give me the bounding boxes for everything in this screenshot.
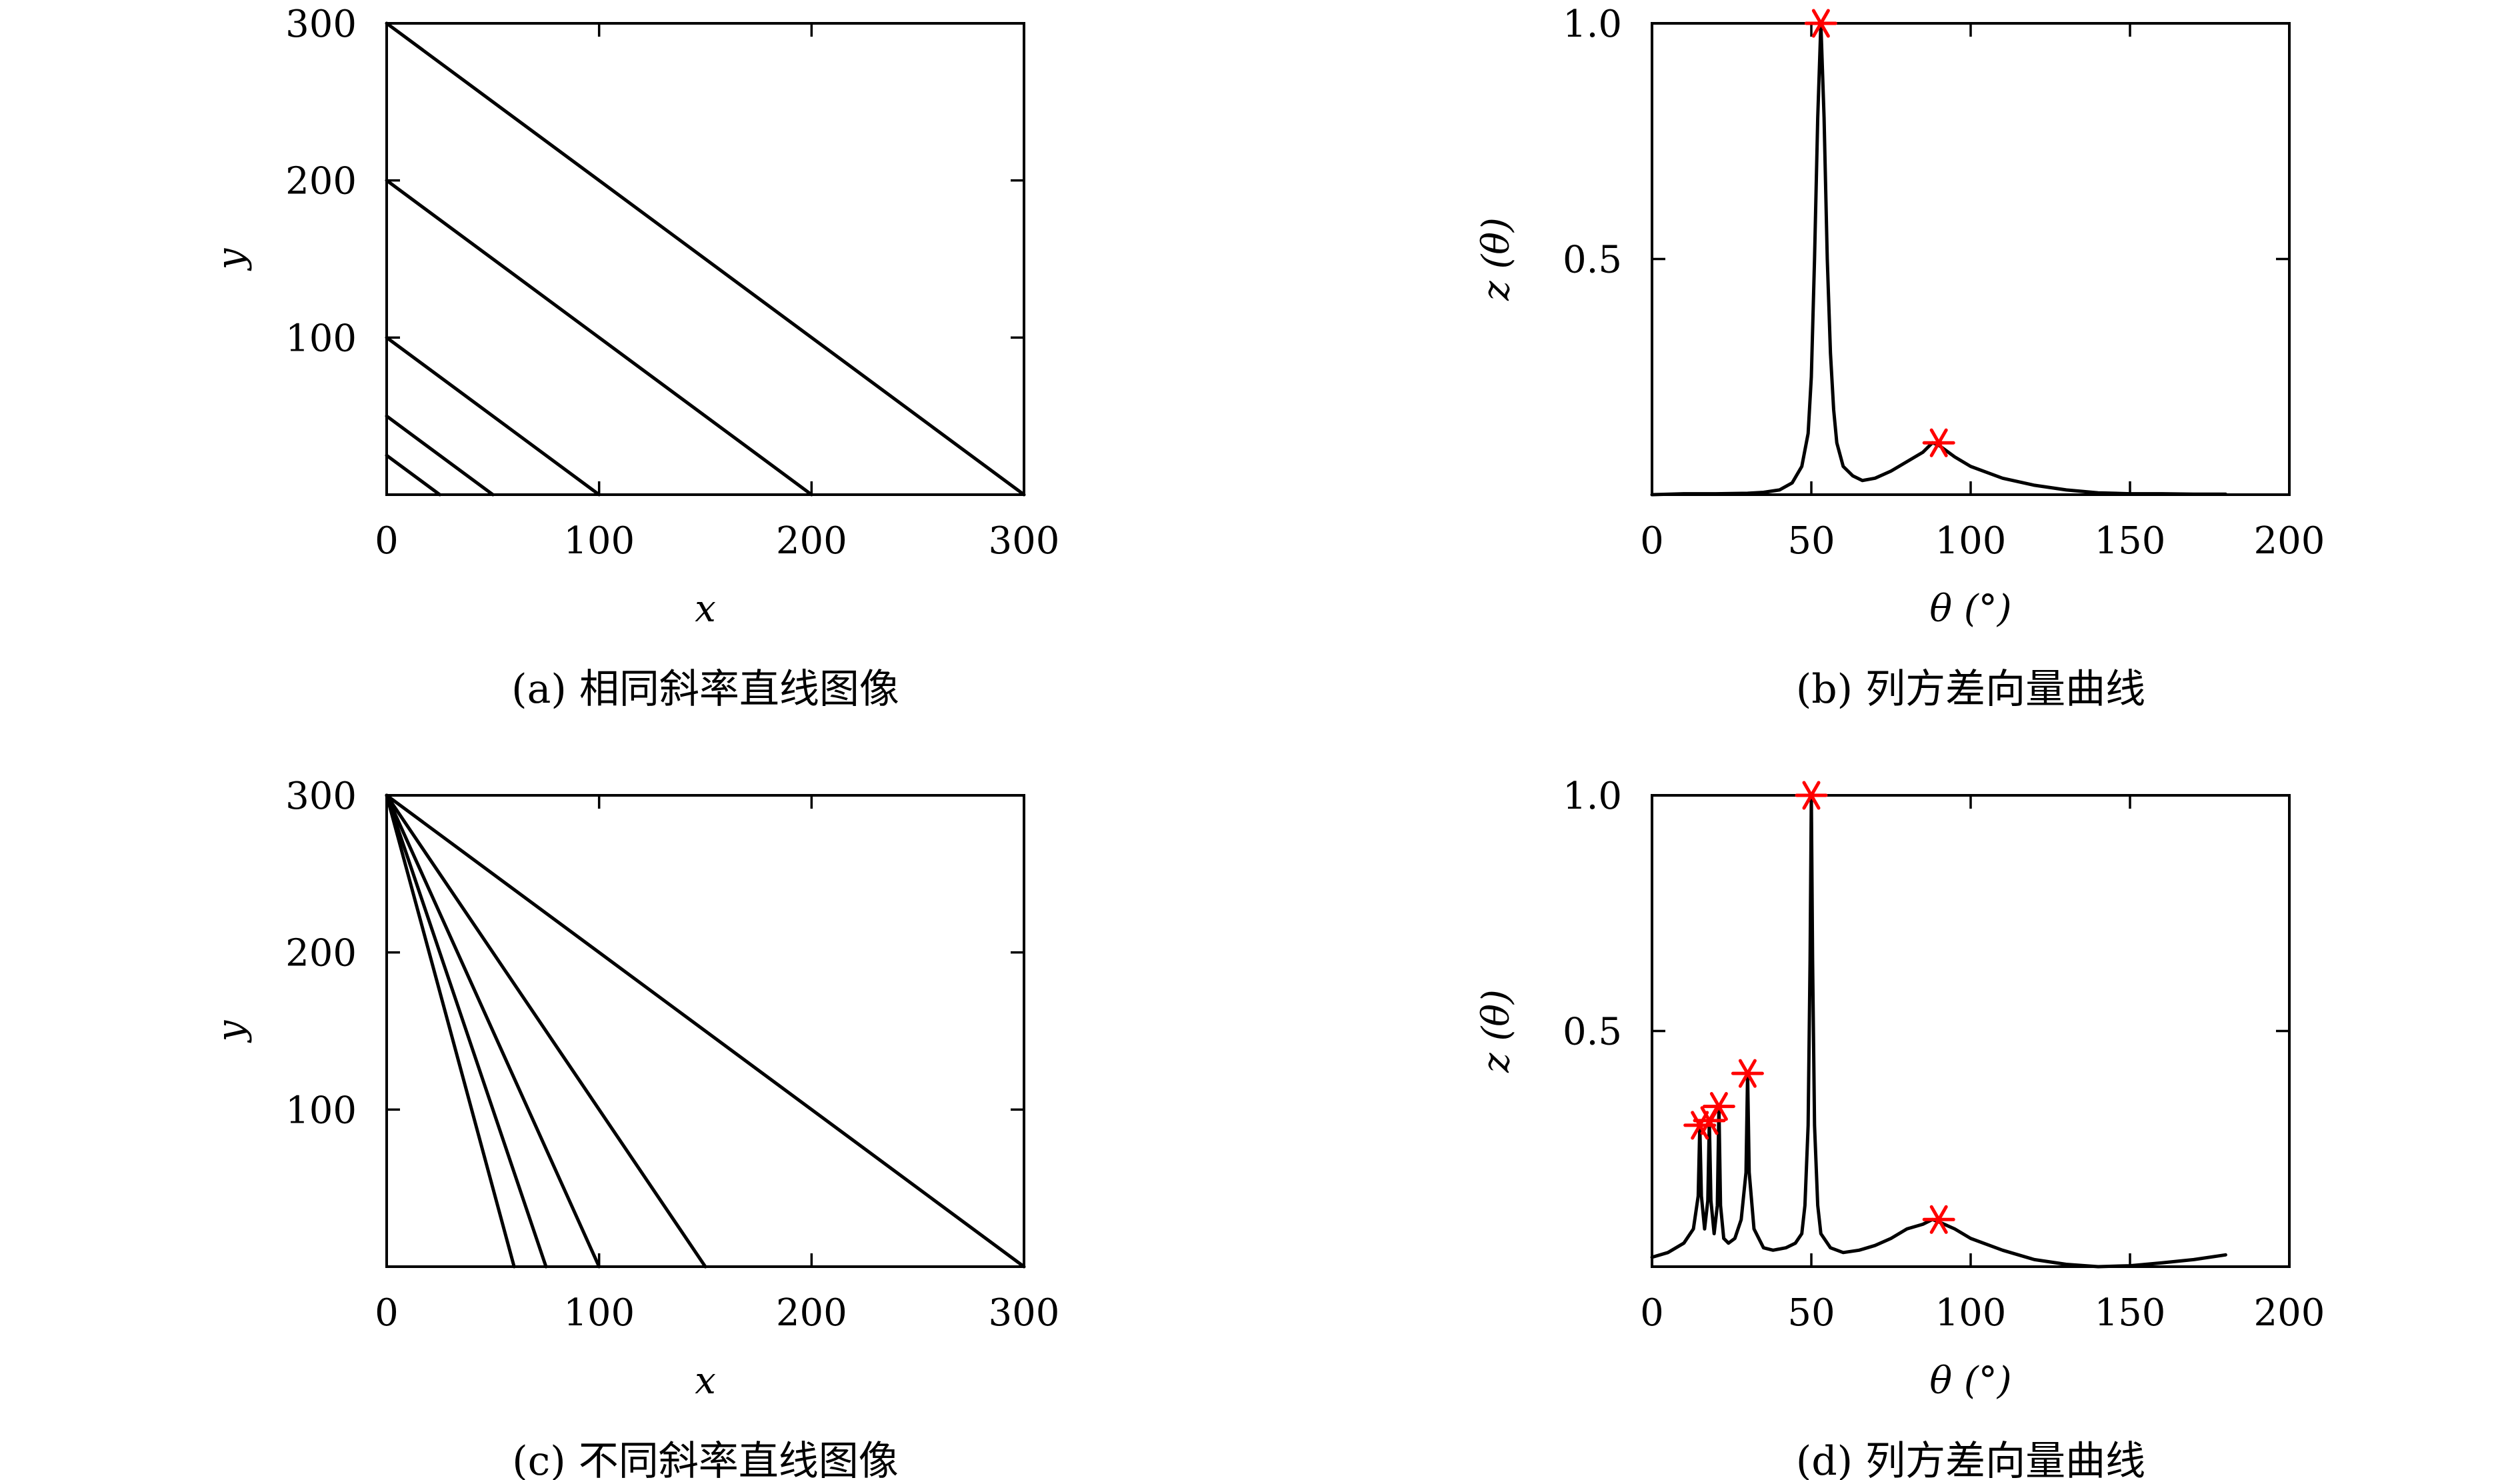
y-tick-label: 0.5 [1563,239,1622,282]
line-segment [385,21,1026,497]
peak-marker [1804,9,1837,38]
x-tick-label: 100 [1935,1291,2007,1335]
x-tick-label: 100 [1935,519,2007,563]
x-tick-label: 0 [1640,519,1664,563]
x-tick-label: 300 [989,519,1060,563]
y-tick-label: 300 [285,3,357,46]
line-segment [385,414,495,497]
panel-caption: (a) 相同斜率直线图像 [511,666,899,713]
x-tick-label: 0 [375,1291,399,1335]
y-axis-label: y [209,1019,253,1043]
panel-caption: (b) 列方差向量曲线 [1796,666,2145,713]
series-curve [1650,21,2227,497]
x-tick-label: 0 [1640,1291,1664,1335]
y-axis-label: z (θ) [1475,217,1518,301]
x-axis-label: θ (°) [1929,587,2011,631]
x-tick-label: 50 [1787,1291,1835,1335]
x-tick-label: 200 [2254,1291,2325,1335]
peak-marker [1683,1111,1717,1140]
peak-marker [1731,1059,1764,1088]
x-tick-label: 300 [989,1291,1060,1335]
x-axis-label: x [695,587,716,631]
x-tick-label: 0 [375,519,399,563]
y-tick-label: 1.0 [1563,775,1622,818]
plot-frame [1651,794,2291,1268]
panel-d: 0 50 100 150 200 0.5 1.0 θ (°) z (θ) (d) 列方差向量曲线 [1475,775,2325,1480]
line-segment [385,793,516,1269]
line-segment [385,453,442,497]
panel-c: 0 100 200 300 100 200 300 x y (c) 不同斜率直线图像 [209,775,1059,1480]
peak-marker [1922,1205,1955,1234]
x-tick-label: 100 [563,519,635,563]
line-segment [385,793,548,1269]
y-axis-label: z (θ) [1475,989,1518,1073]
panel-b: 0 50 100 150 200 0.5 1.0 θ (°) z (θ) (b) 列方差向量曲线 [1475,3,2325,713]
x-tick-label: 200 [2254,519,2325,563]
line-segment [385,793,1026,1269]
x-axis-label: θ (°) [1929,1359,2011,1403]
x-axis-label: x [695,1359,716,1403]
x-tick-label: 150 [2095,1291,2166,1335]
peak-marker [1702,1092,1735,1121]
panel-a: 0 100 200 300 100 200 300 x y (a) 相同斜率直线图像 [209,3,1059,713]
series-curve [1650,793,2227,1269]
x-tick-label: 50 [1787,519,1835,563]
line-segment [385,179,813,497]
y-tick-label: 300 [285,775,357,818]
plot-frame [1651,22,2291,496]
y-tick-label: 100 [285,317,357,360]
y-tick-label: 200 [285,932,357,975]
y-tick-label: 100 [285,1089,357,1132]
line-segment [385,793,601,1269]
y-tick-label: 1.0 [1563,3,1622,46]
plot-frame [385,22,1025,496]
y-axis-label: y [209,247,253,271]
x-tick-label: 200 [776,519,847,563]
x-tick-label: 200 [776,1291,847,1335]
y-tick-label: 0.5 [1563,1011,1622,1054]
x-tick-label: 150 [2095,519,2166,563]
panel-caption: (c) 不同斜率直线图像 [512,1438,899,1480]
line-segment [385,335,601,497]
peak-marker [1922,428,1955,457]
y-tick-label: 200 [285,160,357,203]
panel-caption: (d) 列方差向量曲线 [1796,1438,2145,1480]
x-tick-label: 100 [563,1291,635,1335]
line-segment [385,793,707,1269]
peak-marker [1795,781,1828,810]
